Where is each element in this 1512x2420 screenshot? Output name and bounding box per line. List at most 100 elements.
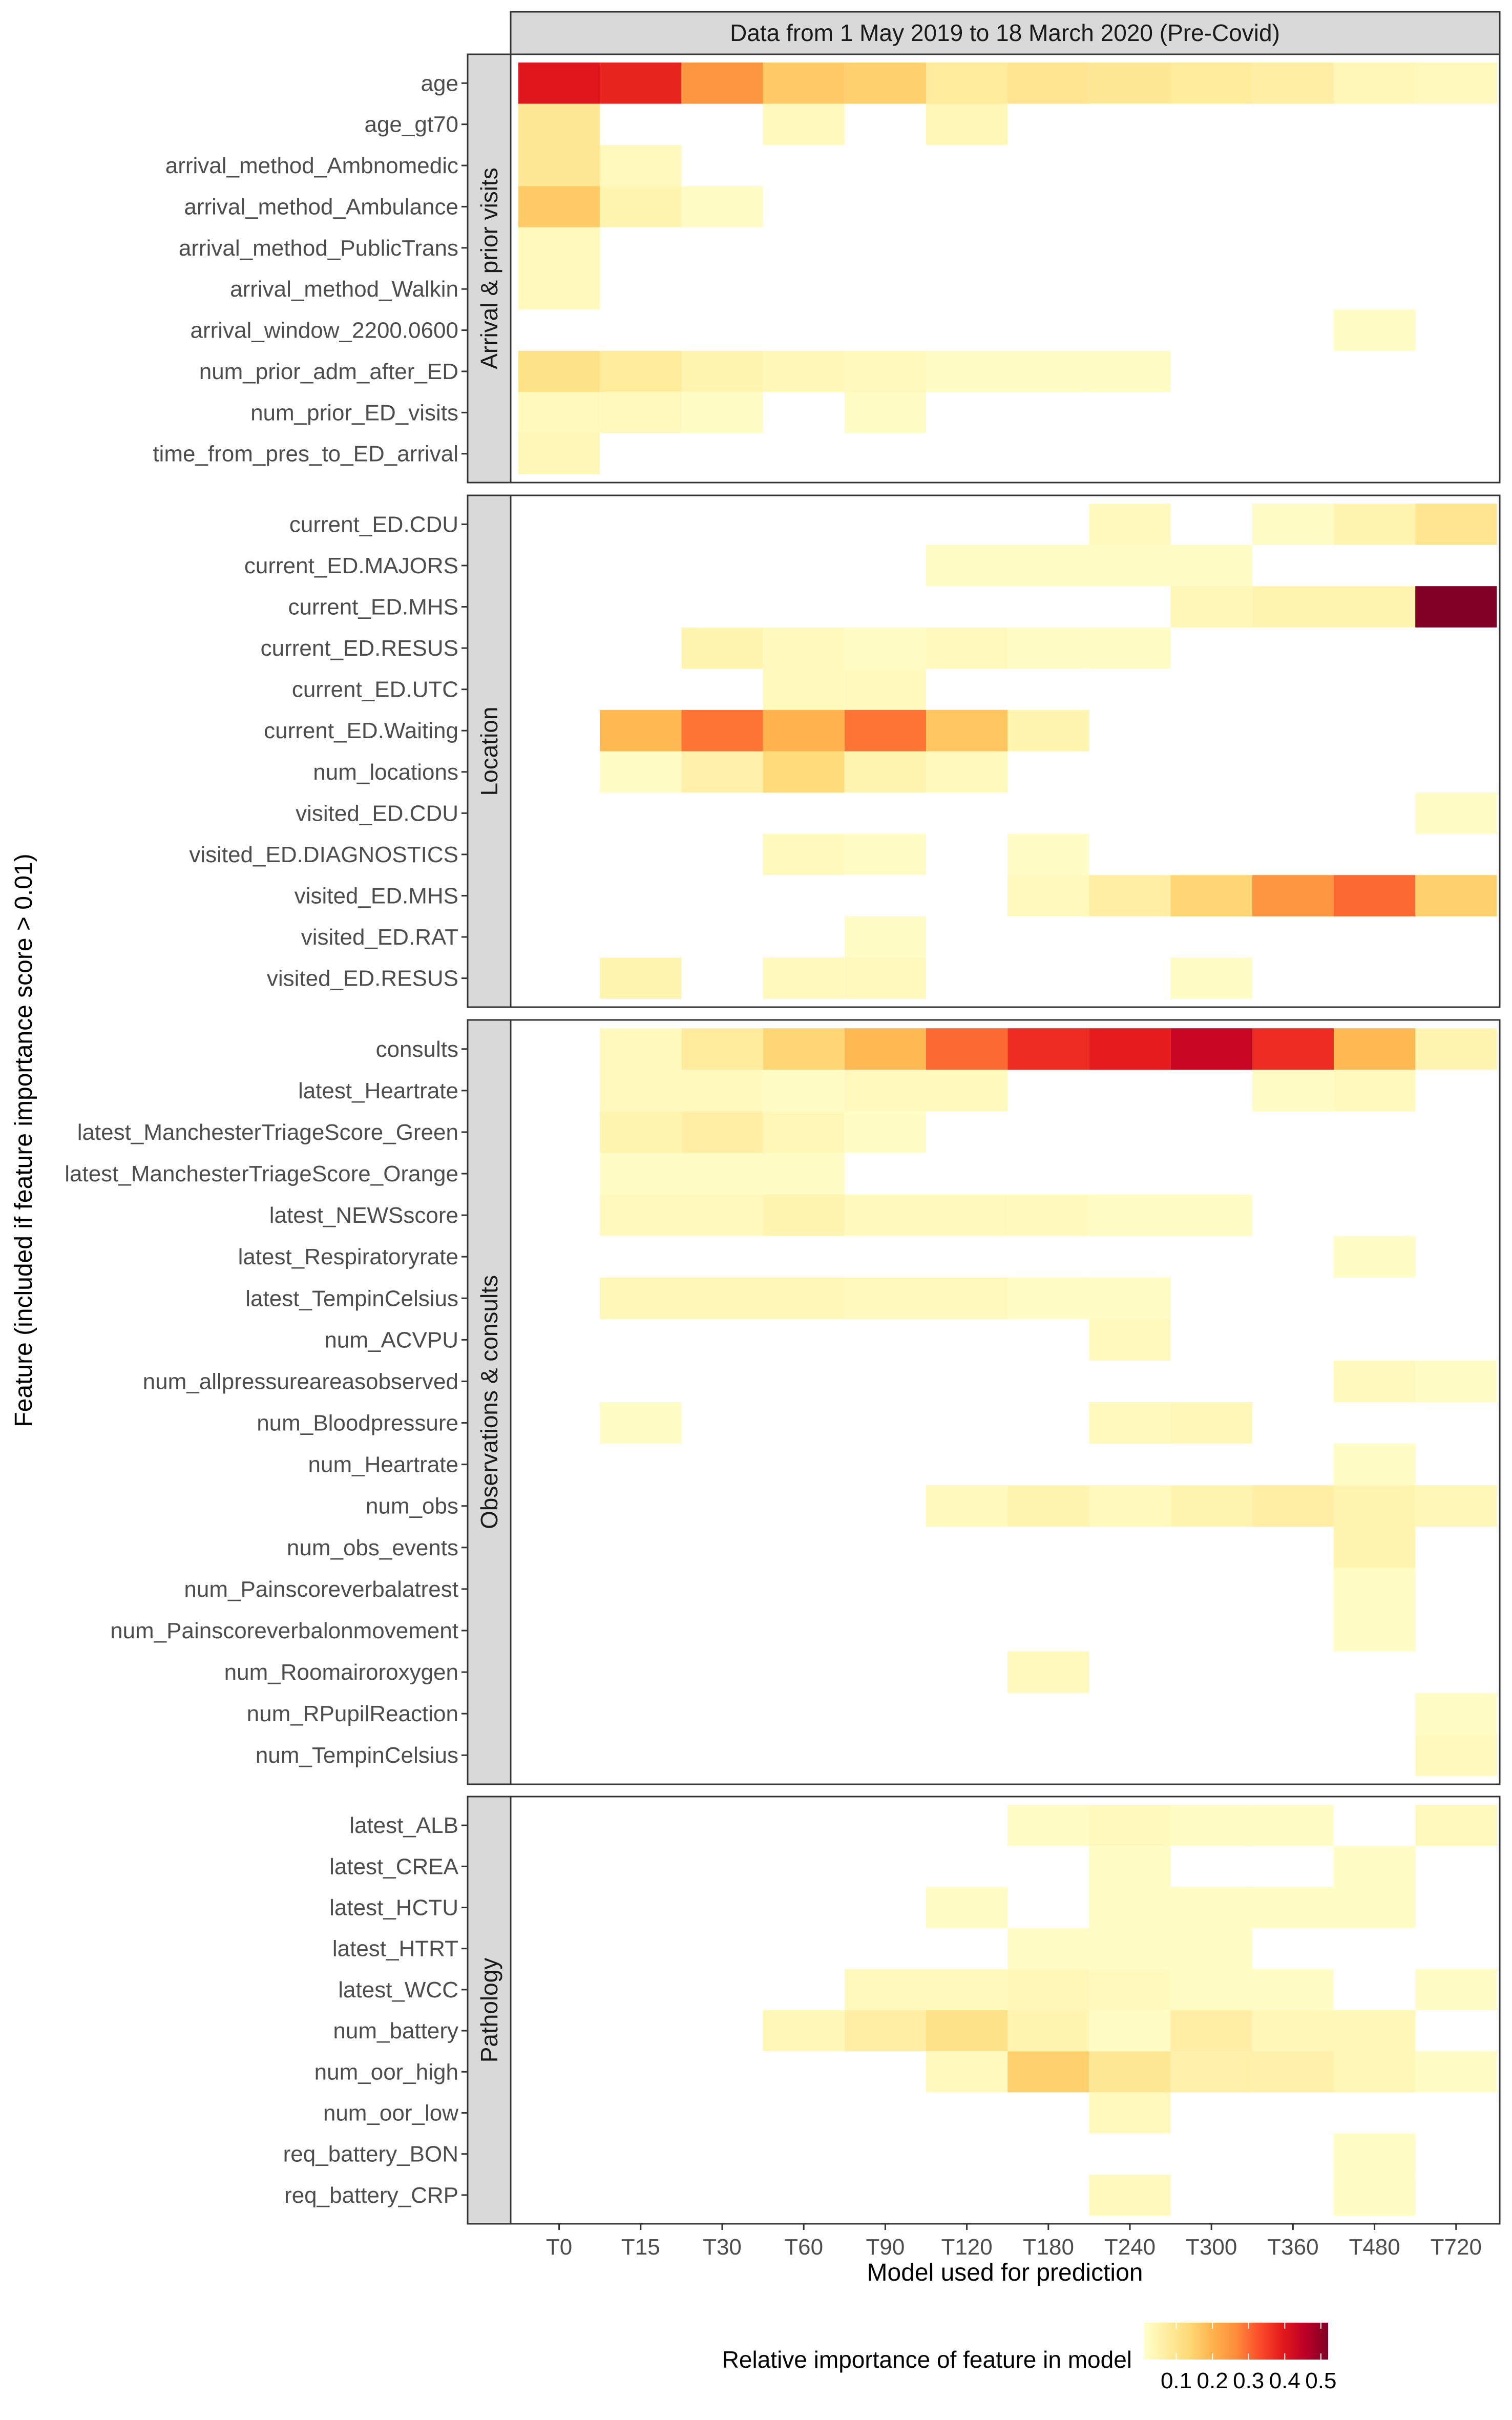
heat-cell — [1334, 586, 1416, 628]
heat-cell — [763, 1111, 845, 1153]
x-tick-label: T360 — [1267, 2235, 1318, 2260]
heat-cell — [1334, 1568, 1416, 1610]
heat-cell — [1170, 1805, 1252, 1846]
y-tick-label: latest_HCTU — [329, 1895, 458, 1921]
y-tick-label: current_ED.MAJORS — [244, 553, 458, 578]
heat-cell — [681, 186, 763, 227]
heat-cell — [1415, 1805, 1497, 1846]
heat-cell — [1334, 504, 1416, 545]
legend: Relative importance of feature in model … — [722, 2323, 1336, 2393]
heat-cell — [1252, 2010, 1334, 2052]
heat-cell — [1089, 1028, 1171, 1070]
heat-cell — [681, 710, 763, 752]
heat-cell — [1252, 875, 1334, 916]
facet-strip-label: Pathology — [476, 1958, 502, 2063]
heat-cell — [1170, 875, 1252, 916]
heat-cell — [1089, 1485, 1171, 1527]
heat-cell — [600, 1277, 682, 1319]
heat-cell — [926, 1194, 1008, 1236]
heat-cell — [763, 1153, 845, 1195]
heat-cell — [926, 350, 1008, 392]
heat-cell — [1089, 1887, 1171, 1928]
heat-cell — [1089, 1969, 1171, 2010]
heat-cell — [1007, 545, 1089, 587]
chart-title: Data from 1 May 2019 to 18 March 2020 (P… — [730, 19, 1280, 46]
x-tick-label: T300 — [1186, 2235, 1237, 2260]
heat-cell — [681, 751, 763, 793]
heat-cell — [844, 1070, 926, 1112]
heat-cell — [1089, 1928, 1171, 1969]
x-tick-label: T0 — [546, 2235, 572, 2260]
facet-strip-label: Observations & consults — [476, 1275, 502, 1529]
heat-cell — [1415, 1028, 1497, 1070]
facet-strip-label: Location — [476, 707, 502, 796]
heat-cell — [926, 1485, 1008, 1527]
heat-cell — [1007, 1928, 1089, 1969]
heat-cell — [1089, 1402, 1171, 1444]
heat-cell — [844, 627, 926, 669]
y-tick-label: latest_ManchesterTriageScore_Orange — [65, 1161, 458, 1186]
heat-cell — [763, 1070, 845, 1112]
heat-cell — [1252, 62, 1334, 104]
heat-cell — [1170, 2010, 1252, 2052]
x-tick-label: T30 — [703, 2235, 742, 2260]
heat-cell — [518, 144, 600, 186]
x-tick-label: T480 — [1349, 2235, 1400, 2260]
heat-cell — [1415, 1360, 1497, 1402]
y-tick-label: visited_ED.CDU — [296, 801, 458, 826]
heat-cell — [1089, 504, 1171, 545]
heat-cell — [681, 1111, 763, 1153]
heat-cell — [518, 103, 600, 145]
heat-cell — [1334, 2174, 1416, 2216]
heat-cell — [600, 144, 682, 186]
heat-cell — [600, 710, 682, 752]
heat-cell — [1334, 875, 1416, 916]
heat-cell — [518, 268, 600, 310]
heat-cell — [681, 1070, 763, 1112]
heat-cell — [1089, 545, 1171, 587]
heat-cell — [518, 62, 600, 104]
panel-arrival-prior-visits: age age_gt70 arrival_method_Ambnomedicarri… — [153, 53, 1501, 484]
heat-cell — [600, 1111, 682, 1153]
heat-cell — [763, 710, 845, 752]
heat-cell — [926, 2051, 1008, 2093]
heat-cell — [763, 957, 845, 999]
heat-cell — [844, 710, 926, 752]
heat-cell — [844, 916, 926, 958]
y-tick-label: arrival_method_PublicTrans — [179, 236, 458, 261]
heat-cell — [1252, 1969, 1334, 2010]
heat-cell — [681, 1028, 763, 1070]
y-tick-label: age_gt70 — [364, 112, 458, 137]
heat-cell — [1252, 2051, 1334, 2093]
heat-cell — [600, 186, 682, 227]
heat-cell — [763, 350, 845, 392]
heat-cell — [844, 1969, 926, 2010]
y-tick-label: num_TempinCelsius — [256, 1743, 458, 1768]
heat-cell — [1170, 2051, 1252, 2093]
heat-cell — [926, 627, 1008, 669]
heat-cell — [1170, 1887, 1252, 1928]
heat-cell — [1252, 504, 1334, 545]
heat-cell — [1334, 1070, 1416, 1112]
y-tick-label: current_ED.CDU — [289, 512, 458, 537]
y-tick-label: latest_WCC — [338, 1977, 458, 2002]
x-tick-label: T180 — [1023, 2235, 1074, 2260]
heat-cell — [1170, 1402, 1252, 1444]
heat-cell — [1415, 2051, 1497, 2093]
heat-cell — [926, 1969, 1008, 2010]
heat-cell — [1252, 1070, 1334, 1112]
y-tick-label: req_battery_BON — [283, 2142, 458, 2167]
heat-cell — [600, 1070, 682, 1112]
heat-cell — [1007, 2051, 1089, 2093]
heat-cell — [926, 2010, 1008, 2052]
heat-cell — [1334, 1485, 1416, 1527]
heat-cell — [844, 350, 926, 392]
heat-cell — [1089, 62, 1171, 104]
heat-cell — [926, 545, 1008, 587]
heat-cell — [763, 751, 845, 793]
top-strip-box — [510, 11, 1501, 55]
y-tick-label: req_battery_CRP — [284, 2183, 458, 2208]
y-tick-label: visited_ED.RAT — [301, 925, 458, 950]
heat-cell — [1089, 627, 1171, 669]
